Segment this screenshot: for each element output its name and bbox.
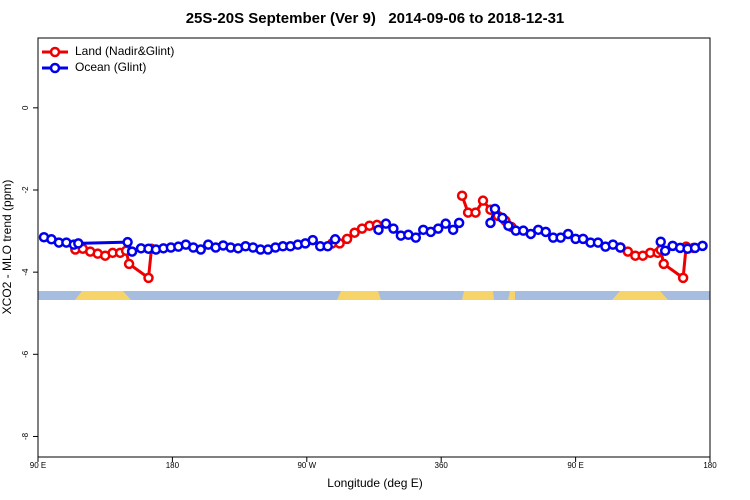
data-point <box>489 203 501 215</box>
x-tick-label: 90 E <box>567 461 583 470</box>
data-point <box>503 220 514 231</box>
legend-marker <box>49 62 61 74</box>
legend-label: Ocean (Glint) <box>75 60 146 74</box>
legend-label: Land (Nadir&Glint) <box>75 44 174 58</box>
data-point <box>322 241 333 252</box>
land-strip <box>462 291 494 300</box>
data-point <box>655 236 666 247</box>
y-tick-label: -2 <box>21 186 30 194</box>
data-point <box>456 190 468 201</box>
plot-frame <box>37 37 711 458</box>
data-point <box>341 233 353 245</box>
series-line <box>75 195 694 280</box>
land-strip <box>337 291 381 300</box>
data-point <box>349 227 360 238</box>
data-point <box>453 217 465 229</box>
x-axis-label: Longitude (deg E) <box>327 476 422 490</box>
data-point <box>615 242 626 253</box>
data-point <box>447 224 459 236</box>
data-point <box>388 223 399 234</box>
y-axis-label: XCO2 - MLO trend (ppm) <box>0 180 14 315</box>
data-point <box>73 238 84 249</box>
y-tick-label: -8 <box>21 432 30 440</box>
data-point <box>622 246 634 257</box>
data-point <box>470 207 481 218</box>
data-point <box>380 218 392 229</box>
map-strip <box>38 291 710 300</box>
data-point <box>659 245 671 257</box>
y-tick-label: -4 <box>21 268 30 276</box>
x-tick-label: 180 <box>166 461 180 470</box>
land-strip <box>75 291 131 300</box>
data-point <box>440 218 451 229</box>
x-tick-label: 90 W <box>297 461 316 470</box>
legend-marker <box>49 46 61 58</box>
data-point <box>410 232 422 243</box>
data-point <box>540 226 551 238</box>
data-point <box>432 223 444 234</box>
data-point <box>477 195 489 206</box>
data-point <box>485 217 496 229</box>
data-point <box>497 212 508 224</box>
data-point <box>525 228 537 240</box>
x-tick-label: 360 <box>435 461 449 470</box>
data-point <box>307 234 319 246</box>
data-point <box>373 224 384 236</box>
data-point <box>329 234 341 245</box>
y-tick-label: -6 <box>21 350 30 358</box>
chart-title: 25S-20S September (Ver 9) 2014-09-06 to … <box>186 10 565 27</box>
data-point <box>126 246 138 257</box>
data-point <box>123 258 135 270</box>
data-point <box>122 236 133 248</box>
data-point <box>143 272 154 284</box>
y-tick-label: 0 <box>21 105 30 110</box>
data-point <box>677 272 689 284</box>
data-point <box>592 237 604 248</box>
land-strip <box>612 291 668 300</box>
data-point <box>658 258 669 270</box>
x-tick-label: 180 <box>703 461 717 470</box>
data-point <box>697 240 708 252</box>
x-tick-label: 90 E <box>30 461 46 470</box>
data-point <box>562 228 574 240</box>
data-point <box>195 244 207 255</box>
land-strip <box>508 291 515 300</box>
